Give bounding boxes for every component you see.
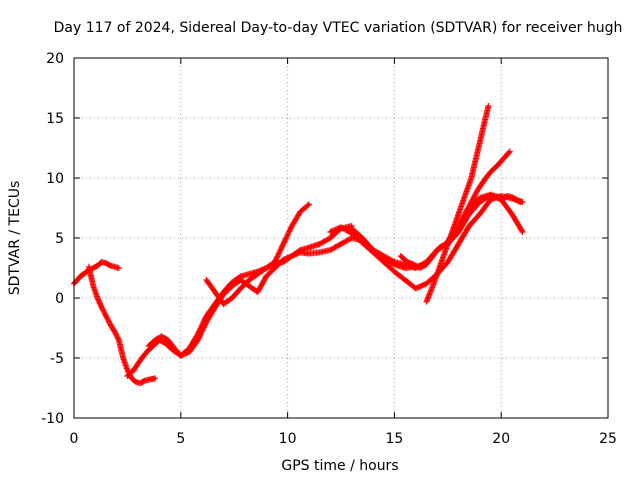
track-pass-9: [423, 103, 492, 305]
data-point: [200, 325, 207, 332]
y-axis-ticks: -10 -5 0 5 10 15 20: [41, 51, 608, 427]
data-point: [284, 232, 291, 239]
data-point: [277, 246, 284, 253]
data-point: [282, 236, 289, 243]
data-point: [517, 199, 524, 205]
data-point: [506, 148, 513, 155]
track-pass-4: [145, 223, 355, 359]
data-point: [280, 239, 287, 246]
data-point: [152, 375, 159, 382]
track-pass-6: [327, 193, 526, 292]
x-tick-label: 5: [176, 431, 185, 447]
y-tick-label: -5: [50, 351, 64, 367]
data-point: [390, 258, 397, 265]
data-point: [304, 202, 311, 209]
data-point: [278, 245, 285, 252]
data-point: [94, 295, 101, 301]
data-point: [282, 235, 289, 242]
data-point: [273, 254, 280, 261]
data-point: [194, 337, 201, 343]
data-point: [281, 238, 288, 245]
data-point: [505, 149, 512, 156]
data-point: [518, 227, 525, 234]
y-tick-label: 5: [55, 231, 64, 247]
data-point: [286, 227, 293, 234]
data-point: [202, 321, 209, 328]
data-point: [277, 247, 284, 254]
data-point: [198, 330, 205, 337]
data-point: [279, 242, 286, 249]
data-point: [196, 334, 203, 341]
grid: [74, 58, 608, 418]
data-point: [519, 229, 526, 235]
data-points: [71, 103, 526, 387]
track-pass-3: [124, 201, 312, 379]
data-point: [96, 300, 103, 307]
x-tick-label: 20: [492, 431, 510, 447]
track-pass-1: [71, 259, 122, 287]
data-point: [485, 103, 492, 109]
data-point: [305, 201, 312, 208]
data-point: [275, 250, 282, 257]
x-axis-ticks: 0 5 10 15 20 25: [70, 58, 617, 447]
data-point: [285, 229, 292, 236]
track-pass-10: [466, 191, 524, 211]
y-tick-label: 20: [46, 51, 64, 67]
data-point: [286, 228, 293, 235]
data-point: [201, 323, 208, 330]
data-point: [198, 328, 205, 335]
x-tick-label: 15: [385, 431, 403, 447]
data-point: [287, 225, 294, 232]
data-point: [199, 327, 206, 334]
data-point: [276, 249, 283, 256]
y-tick-label: -10: [41, 411, 64, 427]
chart-title: Day 117 of 2024, Sidereal Day-to-day VTE…: [54, 20, 623, 36]
y-tick-label: 0: [55, 291, 64, 307]
data-point: [280, 241, 287, 247]
track-pass-2: [85, 263, 159, 387]
data-point: [284, 231, 291, 238]
data-point: [279, 243, 286, 250]
data-point: [275, 252, 282, 259]
x-tick-label: 25: [599, 431, 617, 447]
x-tick-label: 10: [279, 431, 297, 447]
data-point: [200, 324, 207, 331]
data-point: [197, 331, 204, 338]
x-axis-label: GPS time / hours: [281, 458, 398, 474]
data-point: [195, 335, 202, 342]
data-point: [95, 297, 102, 304]
y-tick-label: 10: [46, 171, 64, 187]
y-axis-label: SDTVAR / TECUs: [7, 181, 23, 296]
track-pass-7: [348, 191, 526, 271]
data-point: [283, 234, 290, 241]
data-point: [98, 303, 105, 310]
data-point: [196, 332, 203, 339]
data-point: [115, 265, 122, 271]
data-point: [95, 296, 102, 303]
data-point: [97, 301, 104, 308]
data-point: [274, 253, 281, 260]
x-tick-label: 0: [70, 431, 79, 447]
data-point: [96, 299, 103, 306]
y-tick-label: 15: [46, 111, 64, 127]
